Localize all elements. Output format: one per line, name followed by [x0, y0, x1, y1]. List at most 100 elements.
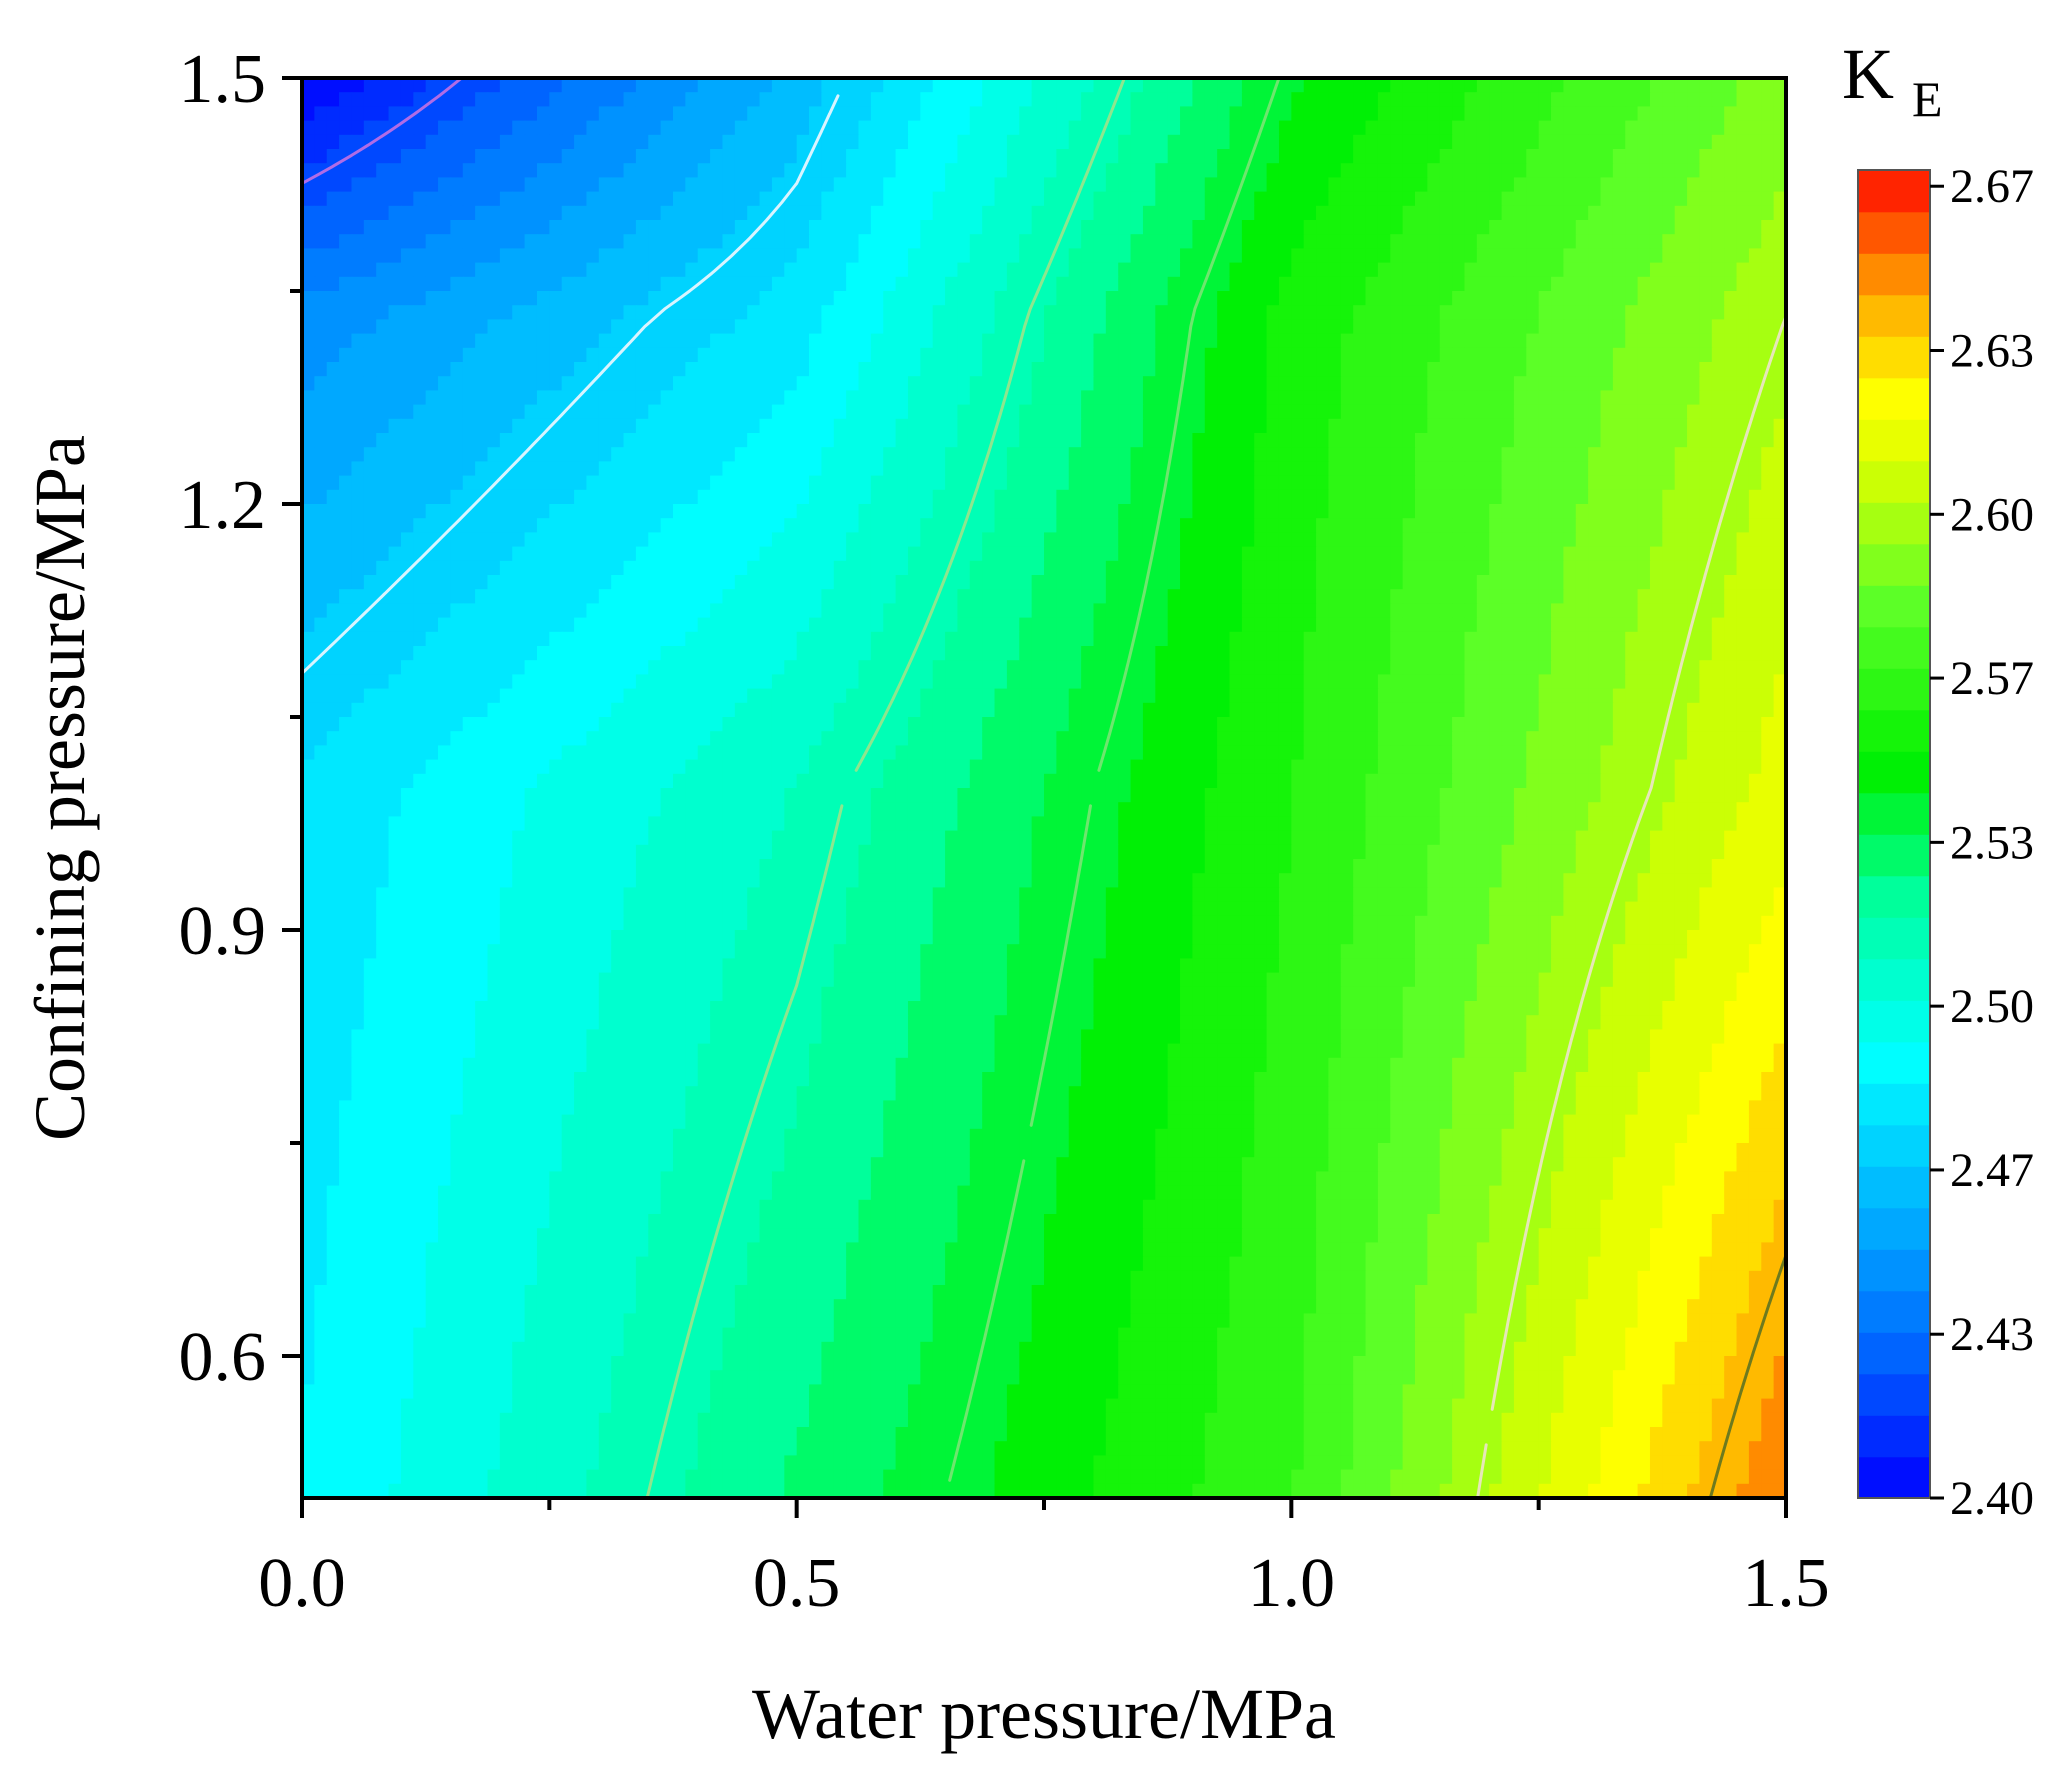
contour-cell [314, 134, 328, 150]
contour-cell [1390, 461, 1404, 477]
contour-cell [1353, 92, 1367, 108]
contour-cell [1204, 319, 1218, 335]
contour-cell [883, 631, 897, 647]
contour-cell [660, 362, 674, 377]
contour-cell [1303, 134, 1317, 150]
contour-cell [771, 220, 786, 235]
contour-cell [635, 404, 650, 420]
contour-cell [450, 660, 464, 676]
contour-cell [1551, 631, 1565, 647]
contour-cell [438, 305, 452, 321]
contour-cell [1254, 475, 1268, 491]
contour-cell [302, 532, 316, 548]
contour-cell [1118, 347, 1132, 363]
contour-cell [1625, 418, 1639, 434]
contour-cell [1452, 291, 1466, 306]
contour-cell [932, 319, 946, 335]
contour-cell [574, 560, 588, 576]
contour-cell [1044, 362, 1058, 377]
contour-cell [1637, 461, 1651, 477]
contour-cell [945, 575, 959, 590]
contour-cell [598, 191, 612, 207]
contour-cell [1637, 617, 1651, 633]
contour-cell [1748, 631, 1763, 647]
contour-cell [697, 532, 711, 548]
contour-cell [1711, 560, 1725, 576]
contour-cell [833, 376, 847, 392]
contour-cell [1575, 461, 1589, 477]
contour-cell [945, 177, 959, 193]
contour-cell [932, 149, 946, 164]
contour-cell [1081, 347, 1095, 363]
contour-cell [697, 248, 711, 264]
contour-cell [945, 518, 959, 534]
contour-cell [1377, 234, 1392, 250]
contour-cell [1328, 433, 1342, 448]
contour-cell [907, 447, 922, 463]
contour-cell [302, 205, 316, 221]
contour-cell [1093, 276, 1107, 292]
contour-cell [895, 149, 909, 164]
contour-cell [1724, 262, 1738, 278]
contour-cell [1365, 418, 1379, 434]
contour-cell [1031, 646, 1045, 661]
contour-cell [462, 518, 476, 534]
contour-cell [549, 177, 563, 193]
contour-cell [302, 106, 316, 122]
contour-cell [1538, 134, 1552, 150]
contour-cell [363, 489, 377, 505]
contour-cell [982, 560, 996, 576]
contour-cell [1464, 461, 1478, 477]
contour-cell [1563, 475, 1577, 491]
contour-cell [635, 163, 650, 179]
contour-cell [1204, 646, 1218, 661]
contour-cell [1452, 149, 1466, 164]
contour-cell [660, 220, 674, 235]
contour-cell [648, 404, 662, 420]
contour-cell [858, 205, 872, 221]
contour-cell [660, 518, 674, 534]
contour-cell [1019, 390, 1033, 406]
contour-cell [945, 461, 959, 477]
contour-cell [685, 134, 699, 150]
contour-cell [685, 92, 699, 108]
contour-cell [1328, 291, 1342, 306]
contour-cell [969, 546, 983, 562]
contour-cell [1662, 191, 1676, 207]
contour-cell [1427, 447, 1441, 463]
contour-cell [660, 248, 674, 264]
contour-cell [549, 646, 563, 661]
contour-cell [1353, 518, 1367, 534]
contour-cell [1736, 461, 1750, 477]
contour-cell [598, 78, 612, 93]
contour-cell [462, 248, 476, 264]
contour-cell [920, 461, 934, 477]
contour-cell [1489, 504, 1503, 519]
contour-cell [376, 575, 390, 590]
contour-cell [846, 418, 860, 434]
contour-cell [1563, 120, 1577, 136]
contour-cell [1291, 461, 1305, 477]
contour-cell [870, 504, 885, 519]
contour-cell [1019, 276, 1033, 292]
contour-cell [302, 120, 316, 136]
contour-cell [673, 489, 687, 505]
contour-cell [1625, 362, 1639, 377]
contour-cell [1600, 433, 1614, 448]
contour-cell [561, 248, 575, 264]
contour-cell [302, 418, 316, 434]
contour-cell [400, 603, 415, 619]
contour-cell [932, 433, 946, 448]
contour-cell [598, 489, 612, 505]
contour-cell [1687, 546, 1701, 562]
contour-cell [1513, 617, 1528, 633]
contour-cell [945, 92, 959, 108]
contour-cell [536, 504, 551, 519]
contour-cell [1266, 631, 1280, 647]
contour-cell [945, 347, 959, 363]
contour-cell [1674, 163, 1688, 179]
contour-cell [1501, 404, 1515, 420]
contour-cell [438, 177, 452, 193]
contour-cell [1180, 631, 1194, 647]
contour-cell [883, 418, 897, 434]
